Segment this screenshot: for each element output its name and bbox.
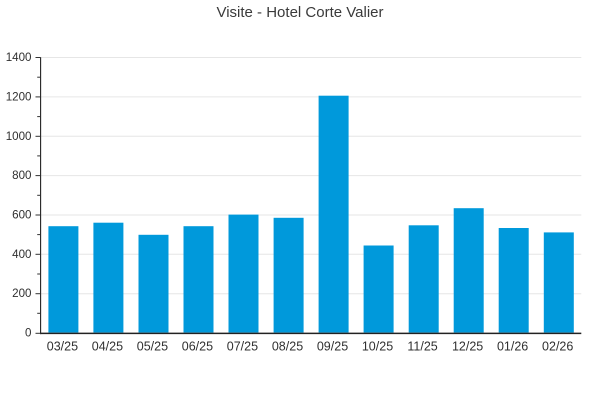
svg-text:09/25: 09/25 — [317, 339, 348, 353]
svg-text:05/25: 05/25 — [137, 339, 168, 353]
svg-text:800: 800 — [12, 169, 31, 182]
svg-text:Visite - Hotel Corte Valier: Visite - Hotel Corte Valier — [216, 4, 383, 21]
svg-text:06/25: 06/25 — [182, 339, 213, 353]
svg-text:1000: 1000 — [6, 130, 32, 143]
svg-text:03/25: 03/25 — [47, 339, 78, 353]
svg-text:07/25: 07/25 — [227, 339, 258, 353]
svg-text:600: 600 — [12, 209, 31, 222]
svg-text:04/25: 04/25 — [92, 339, 123, 353]
svg-text:400: 400 — [12, 248, 31, 261]
svg-text:11/25: 11/25 — [407, 339, 437, 353]
svg-text:01/26: 01/26 — [497, 339, 528, 353]
svg-text:08/25: 08/25 — [272, 339, 303, 353]
svg-text:200: 200 — [12, 287, 31, 300]
svg-text:02/26: 02/26 — [542, 339, 573, 353]
svg-text:0: 0 — [25, 327, 31, 340]
svg-text:12/25: 12/25 — [452, 339, 483, 353]
svg-text:1200: 1200 — [6, 90, 32, 103]
svg-text:1400: 1400 — [6, 51, 32, 64]
svg-text:10/25: 10/25 — [362, 339, 393, 353]
